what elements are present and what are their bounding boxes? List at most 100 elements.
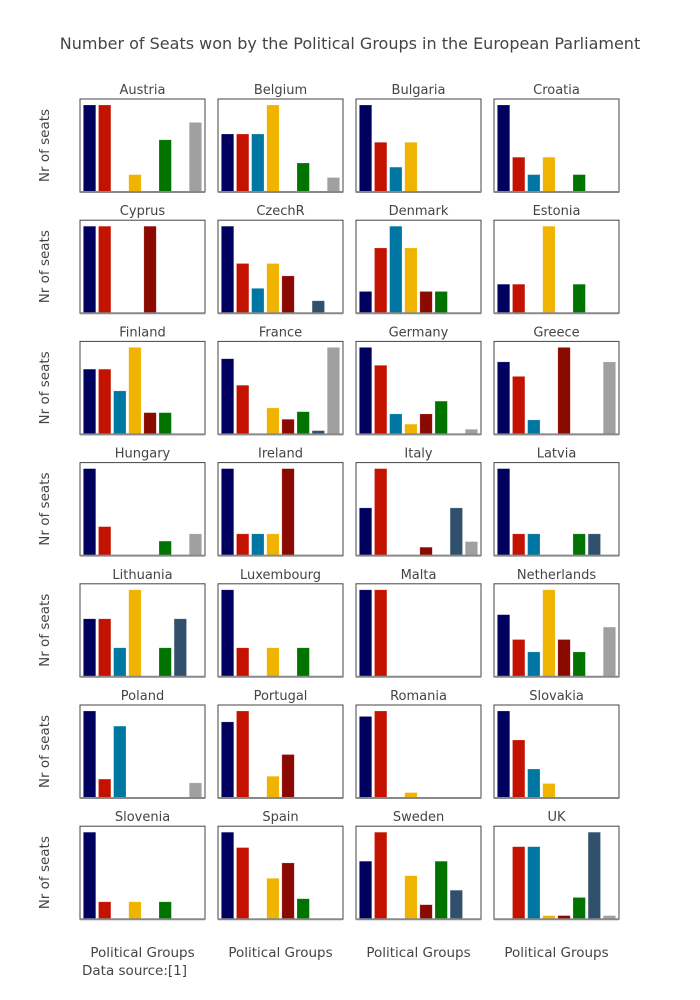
subplot-uk: UKS&D: 20ECR: 20ALDE: 1GUE-NGL: 1Greens-… xyxy=(493,810,620,921)
subplot-title: Poland xyxy=(121,689,164,704)
subplot-romania: RomaniaEPP: 15S&D: 16ALDE: 1 xyxy=(355,689,482,799)
bar-belgium-ni: NI: 1 xyxy=(326,177,340,193)
bar-croatia-alde: ALDE: 2 xyxy=(542,156,556,193)
bar-uk-efdd: EFDD: 24 xyxy=(587,831,601,920)
bar-greece-ecr: ECR: 1 xyxy=(527,419,541,435)
subplot-title: Estonia xyxy=(533,204,581,219)
bar-slovakia-alde: ALDE: 1 xyxy=(542,783,556,799)
bar-hungary-ni: NI: 3 xyxy=(188,533,202,556)
bar-finland-epp: EPP: 3 xyxy=(83,368,97,435)
y-axis-label: Nr of seats xyxy=(37,715,53,788)
subplot-title: Spain xyxy=(262,810,298,825)
bar-austria-greens-efa: Greens-EFA: 3 xyxy=(158,139,172,193)
bar-bulgaria-s-d: S&D: 4 xyxy=(374,141,388,193)
bar-denmark-epp: EPP: 1 xyxy=(359,291,373,314)
bar-croatia-ecr: ECR: 1 xyxy=(527,174,541,193)
bar-austria-s-d: S&D: 5 xyxy=(98,104,112,193)
subplot-title: Croatia xyxy=(533,83,580,98)
bar-france-alde: ALDE: 7 xyxy=(266,407,280,435)
bar-slovakia-s-d: S&D: 4 xyxy=(512,739,526,799)
bar-lithuania-efdd: EFDD: 2 xyxy=(173,618,187,678)
subplot-slovenia: Slovenia EPP: 5S&D: 1 ALDE: 1 Greens-EFA: 1 xyxy=(79,810,206,921)
bar-germany-alde: ALDE: 4 xyxy=(404,423,418,435)
bar-lithuania-ecr: ECR: 1 xyxy=(113,647,127,678)
bar-estonia-greens-efa: Greens-EFA: 1 xyxy=(572,283,586,314)
y-axis-label: Nr of seats xyxy=(37,836,53,909)
subplot-austria: Austria EPP: 5S&D: 5 ALDE: 1 Greens-EFA: 3 N… xyxy=(79,83,206,193)
bar-ireland-gue-ngl: GUE-NGL: 4 xyxy=(281,468,295,556)
bar-finland-gue-ngl: GUE-NGL: 1 xyxy=(143,412,157,435)
bar-luxembourg-epp: EPP: 3 xyxy=(221,589,235,678)
subplot-title: Finland xyxy=(119,325,165,340)
bar-czechr-epp: EPP: 7 xyxy=(221,225,235,314)
bar-poland-ecr: ECR: 19 xyxy=(113,725,127,799)
bar-cyprus-epp: EPP: 2 xyxy=(83,225,97,314)
subplot-title: Belgium xyxy=(254,83,307,98)
bar-czechr-ecr: ECR: 2 xyxy=(251,288,265,314)
bar-netherlands-epp: EPP: 5 xyxy=(497,614,511,678)
bar-sweden-s-d: S&D: 6 xyxy=(374,831,388,920)
subplot-title: France xyxy=(259,325,302,340)
bar-finland-ecr: ECR: 2 xyxy=(113,390,127,435)
bar-uk-s-d: S&D: 20 xyxy=(512,846,526,920)
bar-denmark-alde: ALDE: 3 xyxy=(404,247,418,314)
bar-slovenia-greens-efa: Greens-EFA: 1 xyxy=(158,901,172,920)
bar-cyprus-gue-ngl: GUE-NGL: 2 xyxy=(143,225,157,314)
subplot-title: UK xyxy=(547,810,566,825)
bar-slovenia-s-d: S&D: 1 xyxy=(98,901,112,920)
subplot-title: Luxembourg xyxy=(240,568,321,583)
bar-belgium-s-d: S&D: 4 xyxy=(236,133,250,193)
subplot-finland: Finland EPP: 3S&D: 3ECR: 2ALDE: 4GUE-NGL:… xyxy=(79,325,206,436)
bar-czechr-s-d: S&D: 4 xyxy=(236,263,250,314)
subplot-title: Cyprus xyxy=(120,204,166,219)
bar-czechr-gue-ngl: GUE-NGL: 3 xyxy=(281,275,295,314)
bar-latvia-s-d: S&D: 1 xyxy=(512,533,526,556)
bar-croatia-epp: EPP: 5 xyxy=(497,104,511,193)
bar-germany-s-d: S&D: 27 xyxy=(374,365,388,435)
bar-lithuania-s-d: S&D: 2 xyxy=(98,618,112,678)
bar-italy-gue-ngl: GUE-NGL: 3 xyxy=(419,546,433,556)
bar-lithuania-epp: EPP: 2 xyxy=(83,618,97,678)
bar-lithuania-alde: ALDE: 3 xyxy=(128,589,142,678)
bar-sweden-greens-efa: Greens-EFA: 4 xyxy=(434,860,448,920)
y-axis-label: Nr of seats xyxy=(37,351,53,424)
subplot-title: Greece xyxy=(533,325,579,340)
subplot-title: Ireland xyxy=(258,447,303,462)
bar-hungary-greens-efa: Greens-EFA: 2 xyxy=(158,540,172,556)
x-axis-label: Political Groups xyxy=(366,945,470,961)
bar-bulgaria-epp: EPP: 7 xyxy=(359,104,373,193)
bar-slovenia-alde: ALDE: 1 xyxy=(128,901,142,920)
bar-denmark-ecr: ECR: 4 xyxy=(389,225,403,314)
bar-france-ni: NI: 23 xyxy=(326,347,340,435)
bar-finland-alde: ALDE: 4 xyxy=(128,347,142,435)
y-axis-label: Nr of seats xyxy=(37,594,53,667)
bar-latvia-epp: EPP: 4 xyxy=(497,468,511,556)
bar-austria-alde: ALDE: 1 xyxy=(128,174,142,193)
bar-sweden-epp: EPP: 4 xyxy=(359,860,373,920)
bar-germany-greens-efa: Greens-EFA: 13 xyxy=(434,400,448,435)
bar-malta-epp: EPP: 3 xyxy=(359,589,373,678)
bar-italy-ni: NI: 5 xyxy=(464,541,478,556)
subplot-lithuania: Lithuania EPP: 2S&D: 2ECR: 1ALDE: 3 Greens… xyxy=(79,568,206,678)
subplot-croatia: Croatia EPP: 5S&D: 2ECR: 1ALDE: 2 Greens-E… xyxy=(493,83,620,193)
subplot-title: Sweden xyxy=(393,810,444,825)
subplot-greece: Greece EPP: 5S&D: 4ECR: 1 GUE-NGL: 6 NI: 5 xyxy=(493,325,620,436)
bar-italy-s-d: S&D: 31 xyxy=(374,468,388,556)
subplot-netherlands: Netherlands EPP: 5S&D: 3ECR: 2ALDE: 7GUE-… xyxy=(493,568,620,678)
bar-slovenia-epp: EPP: 5 xyxy=(83,831,97,920)
x-axis-labels: Political Groups Political Groups Politica… xyxy=(90,945,608,961)
subplot-spain: Spain EPP: 17S&D: 14 ALDE: 8GUE-NGL: 11Gre… xyxy=(217,810,344,921)
subplot-bulgaria: Bulgaria EPP: 7S&D: 4ECR: 2ALDE: 4 xyxy=(355,83,482,193)
bar-netherlands-greens-efa: Greens-EFA: 2 xyxy=(572,651,586,678)
bar-ireland-ecr: ECR: 1 xyxy=(251,533,265,556)
bar-romania-s-d: S&D: 16 xyxy=(374,710,388,799)
bar-belgium-alde: ALDE: 6 xyxy=(266,104,280,193)
subplot-title: Malta xyxy=(401,568,437,583)
bar-italy-epp: EPP: 17 xyxy=(359,507,373,556)
bar-germany-ecr: ECR: 8 xyxy=(389,413,403,435)
bar-slovakia-ecr: ECR: 2 xyxy=(527,768,541,799)
bar-finland-s-d: S&D: 3 xyxy=(98,368,112,435)
bar-belgium-ecr: ECR: 4 xyxy=(251,133,265,193)
bar-bulgaria-ecr: ECR: 2 xyxy=(389,166,403,193)
